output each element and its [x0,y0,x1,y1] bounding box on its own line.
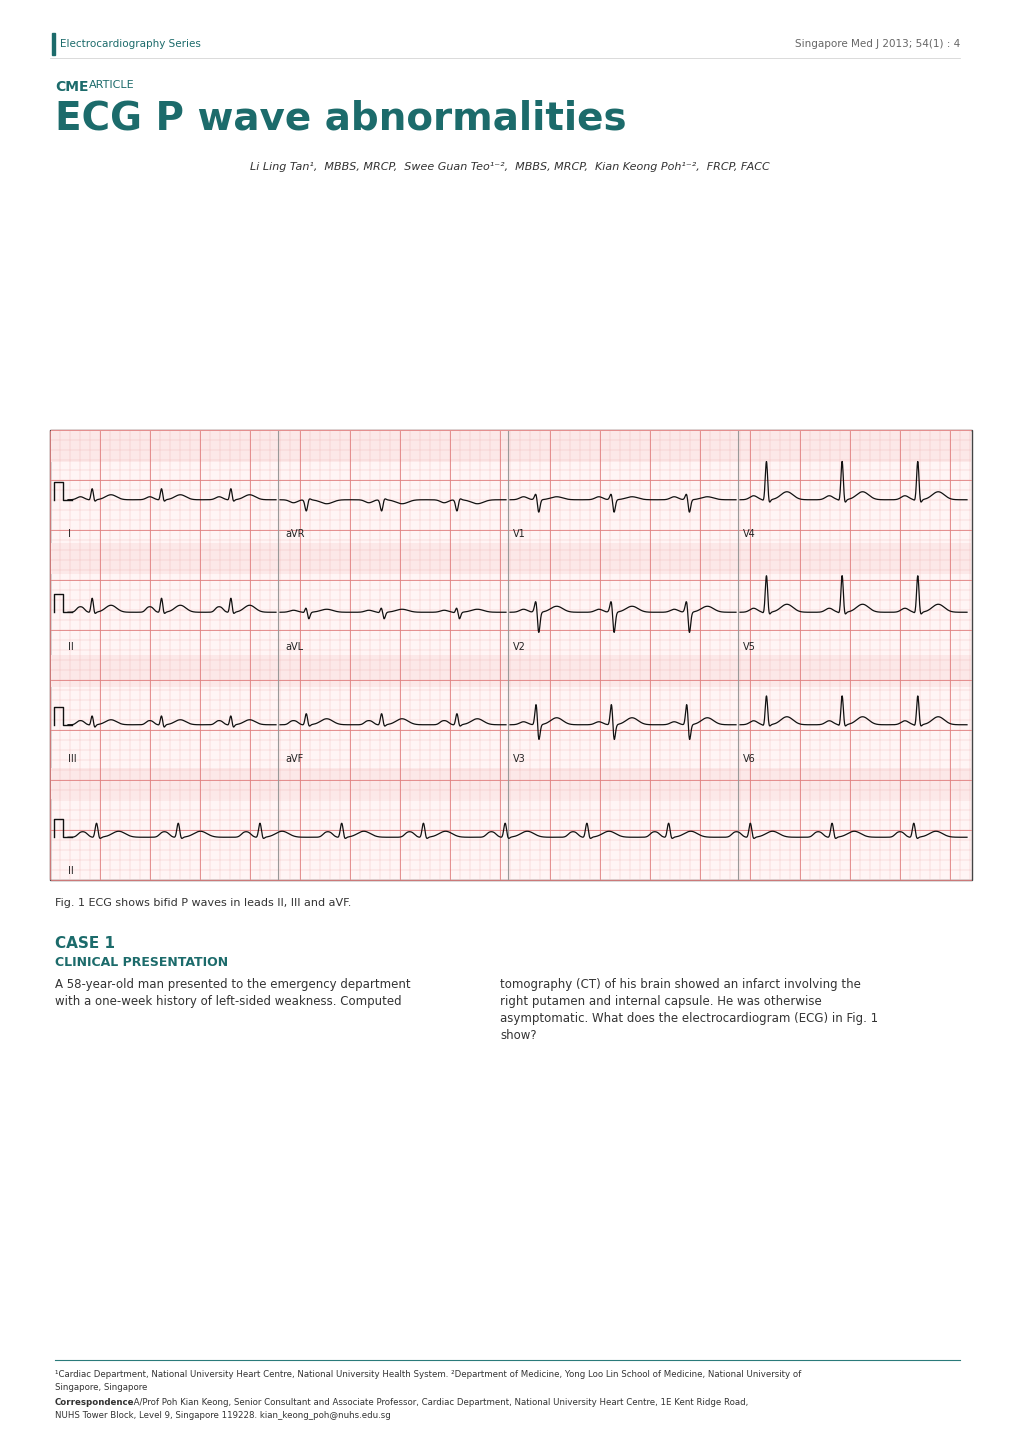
Text: with a one-week history of left-sided weakness. Computed: with a one-week history of left-sided we… [55,995,401,1008]
Text: V6: V6 [742,754,755,764]
Text: I: I [68,529,70,539]
Text: V1: V1 [513,529,525,539]
Text: ARTICLE: ARTICLE [89,79,135,89]
Text: III: III [68,754,76,764]
Text: asymptomatic. What does the electrocardiogram (ECG) in Fig. 1: asymptomatic. What does the electrocardi… [499,1012,877,1025]
Text: right putamen and internal capsule. He was otherwise: right putamen and internal capsule. He w… [499,995,821,1008]
Text: V3: V3 [513,754,525,764]
Text: CME: CME [55,79,89,94]
Bar [51,655,970,686]
Text: show?: show? [499,1030,536,1043]
Text: : A/Prof Poh Kian Keong, Senior Consultant and Associate Professor, Cardiac Depa: : A/Prof Poh Kian Keong, Senior Consulta… [127,1397,748,1407]
Text: CASE 1: CASE 1 [55,936,115,952]
Text: V4: V4 [742,529,755,539]
Bar [51,767,970,799]
Text: Singapore Med J 2013; 54(1) : 4: Singapore Med J 2013; 54(1) : 4 [794,39,959,49]
Bar [52,33,55,55]
Text: II: II [68,867,73,877]
Text: aVR: aVR [284,529,305,539]
Text: Li Ling Tan¹,  MBBS, MRCP,  Swee Guan Teo¹⁻²,  MBBS, MRCP,  Kian Keong Poh¹⁻²,  : Li Ling Tan¹, MBBS, MRCP, Swee Guan Teo¹… [250,162,769,172]
Text: ¹Cardiac Department, National University Heart Centre, National University Healt: ¹Cardiac Department, National University… [55,1370,801,1379]
Text: A 58-year-old man presented to the emergency department: A 58-year-old man presented to the emerg… [55,978,411,991]
Text: aVF: aVF [284,754,303,764]
Bar [51,430,970,461]
Text: aVL: aVL [284,642,303,652]
Text: Fig. 1 ECG shows bifid P waves in leads II, III and aVF.: Fig. 1 ECG shows bifid P waves in leads … [55,898,351,908]
Text: tomography (CT) of his brain showed an infarct involving the: tomography (CT) of his brain showed an i… [499,978,860,991]
Text: V2: V2 [513,642,526,652]
Bar [50,430,971,880]
Text: Correspondence: Correspondence [55,1397,135,1407]
Text: ECG P wave abnormalities: ECG P wave abnormalities [55,99,626,138]
Text: NUHS Tower Block, Level 9, Singapore 119228. kian_keong_poh@nuhs.edu.sg: NUHS Tower Block, Level 9, Singapore 119… [55,1412,390,1420]
Bar [51,542,970,574]
Text: CLINICAL PRESENTATION: CLINICAL PRESENTATION [55,956,228,969]
Text: Singapore, Singapore: Singapore, Singapore [55,1383,147,1392]
Text: V5: V5 [742,642,755,652]
Text: II: II [68,642,73,652]
Text: Electrocardiography Series: Electrocardiography Series [60,39,201,49]
